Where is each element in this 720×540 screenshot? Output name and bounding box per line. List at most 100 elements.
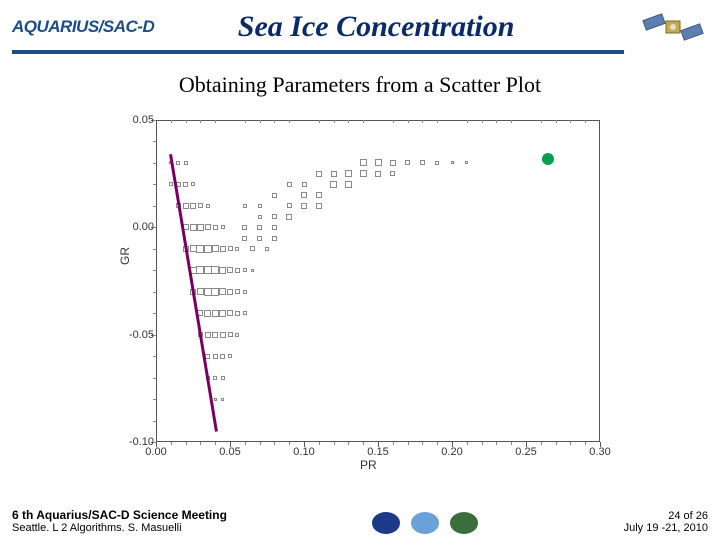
- footer-right: 24 of 26 July 19 -21, 2010: [624, 510, 708, 534]
- scatter-marker: [235, 311, 240, 316]
- scatter-marker: [183, 203, 189, 209]
- scatter-marker: [435, 161, 439, 165]
- slide-subtitle: Obtaining Parameters from a Scatter Plot: [0, 72, 720, 98]
- scatter-marker: [251, 269, 254, 272]
- footer-logos: [227, 512, 624, 534]
- scatter-marker: [205, 354, 210, 359]
- scatter-marker: [221, 398, 224, 401]
- scatter-marker: [420, 160, 425, 165]
- scatter-marker: [227, 289, 233, 295]
- scatter-marker: [219, 310, 226, 317]
- scatter-marker: [213, 354, 218, 359]
- scatter-marker: [272, 225, 277, 230]
- scatter-marker: [345, 181, 352, 188]
- scatter-marker: [219, 267, 226, 274]
- scatter-marker: [451, 161, 454, 164]
- scatter-marker: [390, 160, 396, 166]
- page-number: 24 of 26: [624, 510, 708, 522]
- scatter-marker: [176, 161, 180, 165]
- conae-logo-icon: [411, 512, 439, 534]
- scatter-marker: [316, 192, 322, 198]
- scatter-marker: [242, 225, 247, 230]
- scatter-marker: [190, 203, 196, 209]
- scatter-marker: [220, 354, 225, 359]
- scatter-marker: [405, 160, 410, 165]
- x-tick-label: 0.05: [219, 446, 240, 458]
- scatter-marker: [204, 310, 211, 317]
- scatter-marker: [242, 236, 247, 241]
- scatter-marker: [220, 332, 226, 338]
- scatter-marker: [227, 267, 233, 273]
- y-axis-label: GR: [118, 247, 132, 265]
- scatter-marker: [220, 246, 226, 252]
- scatter-marker: [316, 171, 322, 177]
- slide-title: Sea Ice Concentration: [114, 10, 638, 44]
- scatter-marker: [243, 311, 247, 315]
- meeting-detail: Seattle. L 2 Algorithms. S. Masuelli: [12, 522, 227, 534]
- meeting-name: 6 th Aquarius/SAC-D Science Meeting: [12, 508, 227, 522]
- scatter-marker: [228, 246, 233, 251]
- scatter-marker: [235, 268, 240, 273]
- scatter-marker: [212, 245, 219, 252]
- scatter-marker: [330, 181, 337, 188]
- scatter-marker: [184, 161, 188, 165]
- scatter-marker: [219, 288, 226, 295]
- nasa-logo-icon: [372, 512, 400, 534]
- y-tick-label: 0.00: [124, 221, 154, 233]
- highlight-point: [542, 153, 554, 165]
- scatter-marker: [212, 332, 218, 338]
- scatter-marker: [211, 266, 219, 274]
- meeting-date: July 19 -21, 2010: [624, 522, 708, 534]
- scatter-marker: [360, 159, 367, 166]
- scatter-marker: [169, 182, 173, 186]
- y-tick-label: 0.05: [124, 114, 154, 126]
- earth-logo-icon: [450, 512, 478, 534]
- scatter-marker: [272, 193, 277, 198]
- scatter-marker: [258, 204, 262, 208]
- scatter-marker: [228, 354, 232, 358]
- scatter-marker: [375, 171, 381, 177]
- scatter-marker: [198, 203, 203, 208]
- x-tick-label: 0.15: [367, 446, 388, 458]
- scatter-marker: [375, 159, 382, 166]
- scatter-marker: [243, 204, 247, 208]
- scatter-marker: [213, 225, 218, 230]
- x-tick-label: 0.20: [441, 446, 462, 458]
- scatter-marker: [221, 376, 225, 380]
- scatter-marker: [465, 161, 468, 164]
- scatter-marker: [250, 246, 255, 251]
- scatter-marker: [272, 214, 277, 219]
- scatter-marker: [228, 332, 233, 337]
- x-tick-label: 0.30: [589, 446, 610, 458]
- scatter-marker: [265, 247, 269, 251]
- scatter-marker: [257, 236, 262, 241]
- scatter-marker: [287, 203, 292, 208]
- scatter-marker: [211, 288, 219, 296]
- scatter-marker: [212, 310, 219, 317]
- scatter-marker: [272, 236, 277, 241]
- scatter-marker: [301, 192, 307, 198]
- scatter-marker: [213, 376, 217, 380]
- scatter-marker: [183, 182, 188, 187]
- scatter-marker: [316, 203, 322, 209]
- x-axis-label: PR: [360, 458, 377, 472]
- footer-left: 6 th Aquarius/SAC-D Science Meeting Seat…: [12, 508, 227, 534]
- scatter-marker: [287, 182, 292, 187]
- scatter-marker: [286, 214, 292, 220]
- scatter-marker: [235, 333, 239, 337]
- y-tick-label: -0.10: [124, 436, 154, 448]
- scatter-marker: [227, 310, 233, 316]
- scatter-marker: [243, 268, 247, 272]
- scatter-marker: [243, 290, 247, 294]
- scatter-marker: [257, 225, 262, 230]
- scatter-marker: [360, 170, 367, 177]
- y-tick-label: -0.05: [124, 329, 154, 341]
- satellite-icon: [638, 3, 708, 51]
- scatter-marker: [235, 247, 239, 251]
- scatter-marker: [197, 224, 204, 231]
- scatter-marker: [190, 224, 197, 231]
- scatter-marker: [205, 224, 211, 230]
- x-tick-label: 0.25: [515, 446, 536, 458]
- scatter-chart: GR PR 0.000.050.100.150.200.250.30-0.10-…: [110, 110, 620, 480]
- scatter-marker: [301, 203, 307, 209]
